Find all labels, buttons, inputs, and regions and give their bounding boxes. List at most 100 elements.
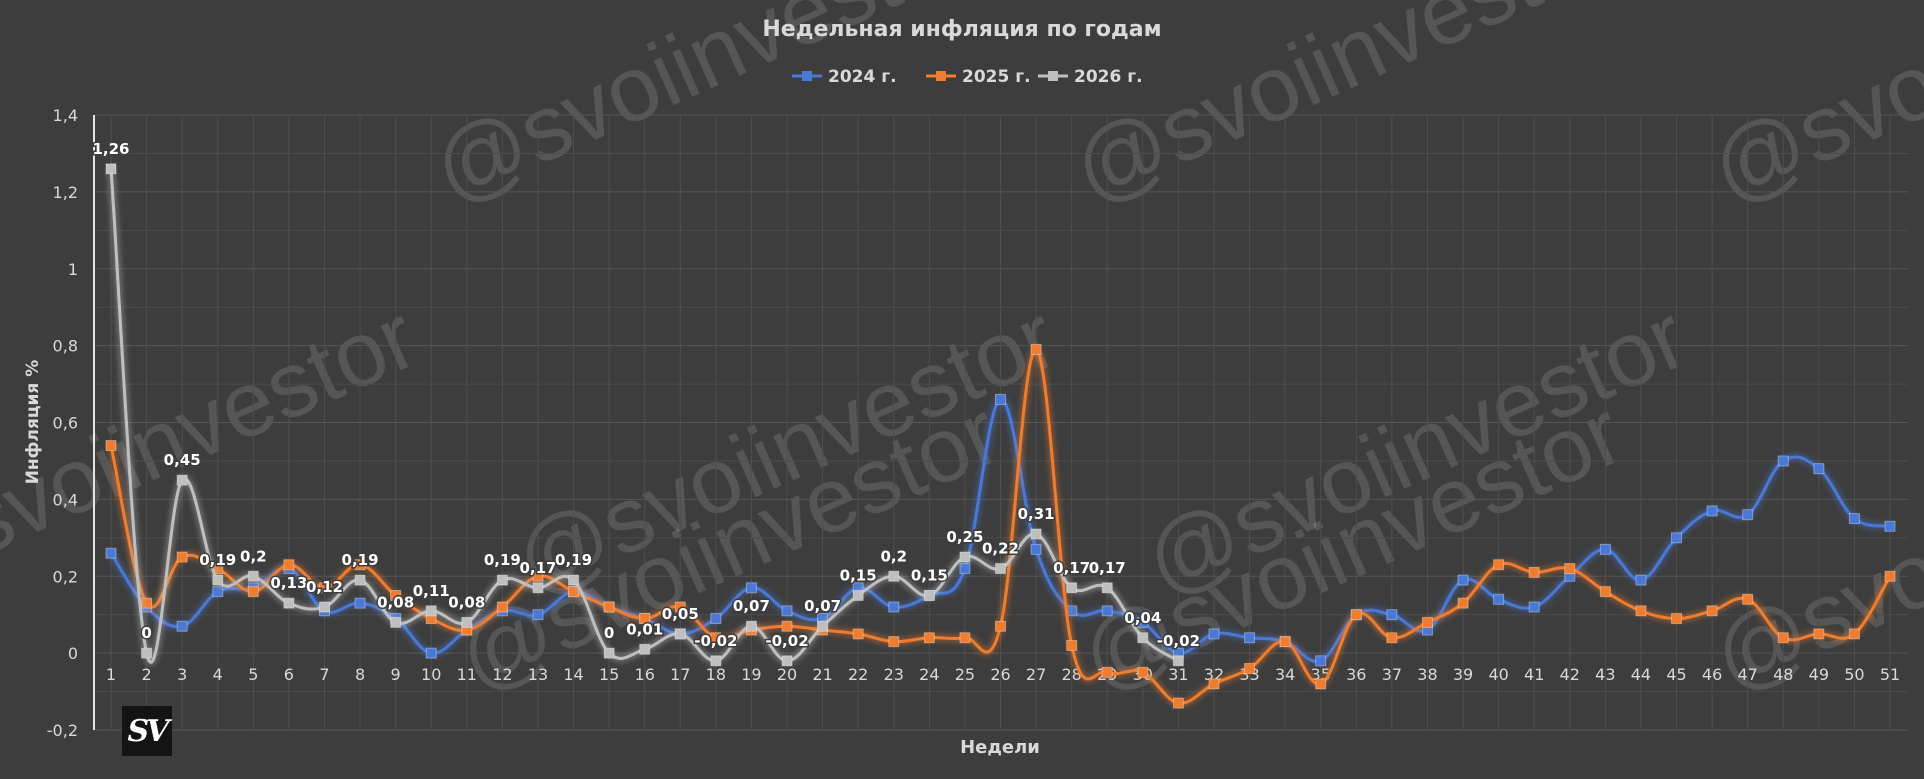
data-point [1493,559,1505,571]
data-label: 0,15 [840,566,877,584]
x-tick-label: 39 [1453,665,1473,684]
data-label: 0,15 [911,566,948,584]
data-label: 0,07 [733,597,770,615]
x-tick-label: 18 [706,665,726,684]
data-point [1066,582,1078,594]
x-tick-label: 38 [1417,665,1437,684]
data-point [1421,616,1433,628]
data-label: 0,19 [484,551,521,569]
x-tick-label: 19 [741,665,761,684]
legend: 2024 г. 2025 г. 2026 г. [792,67,1143,87]
y-axis-label: Инфляция % [23,360,43,485]
data-point [212,574,224,586]
data-point [1030,343,1042,355]
data-label: 0,04 [1124,609,1161,627]
x-tick-label: 11 [457,665,477,684]
data-point [781,605,793,617]
data-point [1635,574,1647,586]
x-tick-label: 48 [1773,665,1793,684]
data-point [603,647,615,659]
data-label: -0,02 [694,632,737,650]
data-point [1208,628,1220,640]
data-point [532,570,544,582]
x-tick-label: 40 [1488,665,1508,684]
x-tick-label: 26 [990,665,1010,684]
data-point [959,632,971,644]
x-axis-label: Недели [960,737,1040,758]
y-tick-label: 0,6 [53,414,78,433]
data-point [568,574,580,586]
data-point [1777,455,1789,467]
data-point [318,601,330,613]
x-tick-label: 15 [599,665,619,684]
data-point [532,582,544,594]
data-point [1742,509,1754,521]
x-tick-label: 23 [884,665,904,684]
data-point [176,474,188,486]
x-tick-label: 34 [1275,665,1295,684]
data-point [959,563,971,575]
x-tick-label: 22 [848,665,868,684]
data-point [1884,520,1896,532]
data-point [959,551,971,563]
data-point [1777,632,1789,644]
x-tick-label: 49 [1809,665,1829,684]
data-label: 0,08 [448,593,485,611]
x-tick-label: 24 [919,665,939,684]
data-point [888,570,900,582]
x-tick-label: 2 [141,665,151,684]
legend-label: 2026 г. [1074,67,1143,87]
data-label: 0,08 [377,593,414,611]
data-point [1137,632,1149,644]
data-label: 0,13 [270,574,307,592]
legend-item: 2025 г. [926,67,1031,87]
legend-item: 2026 г. [1038,67,1143,87]
data-point [1208,678,1220,690]
data-label: 0,2 [240,547,267,565]
data-point [639,613,651,625]
data-point [212,586,224,598]
data-point [1172,655,1184,667]
data-point [105,547,117,559]
data-label: 0,01 [626,620,663,638]
data-point [425,647,437,659]
x-tick-label: 1 [106,665,116,684]
data-point [532,609,544,621]
data-point [639,643,651,655]
data-point [1172,697,1184,709]
data-point [1528,601,1540,613]
data-label: 0,19 [199,551,236,569]
series-2024 г. [105,393,1896,667]
data-label: 0,05 [662,605,699,623]
data-label: 0,12 [306,578,343,596]
x-tick-label: 50 [1844,665,1864,684]
data-point [781,655,793,667]
data-point [745,582,757,594]
data-point [1386,632,1398,644]
x-tick-label: 46 [1702,665,1722,684]
data-point [461,616,473,628]
data-point [710,655,722,667]
data-point [318,582,330,594]
x-tick-label: 31 [1168,665,1188,684]
x-tick-label: 25 [955,665,975,684]
data-point [283,559,295,571]
y-tick-label: 1,2 [53,183,78,202]
y-tick-label: -0,2 [47,721,78,740]
series-2026 г. [105,163,1184,667]
data-label: 0 [604,624,614,642]
x-tick-label: 12 [492,665,512,684]
data-label: -0,02 [1157,632,1200,650]
data-point [1706,505,1718,517]
data-point [817,620,829,632]
data-label: 0,11 [413,582,450,600]
data-point [1706,605,1718,617]
data-point [390,616,402,628]
data-point [390,589,402,601]
data-label: -0,02 [765,632,808,650]
x-tick-label: 47 [1738,665,1758,684]
data-point [1244,632,1256,644]
data-point [1101,666,1113,678]
data-point [1528,566,1540,578]
x-tick-label: 45 [1666,665,1686,684]
